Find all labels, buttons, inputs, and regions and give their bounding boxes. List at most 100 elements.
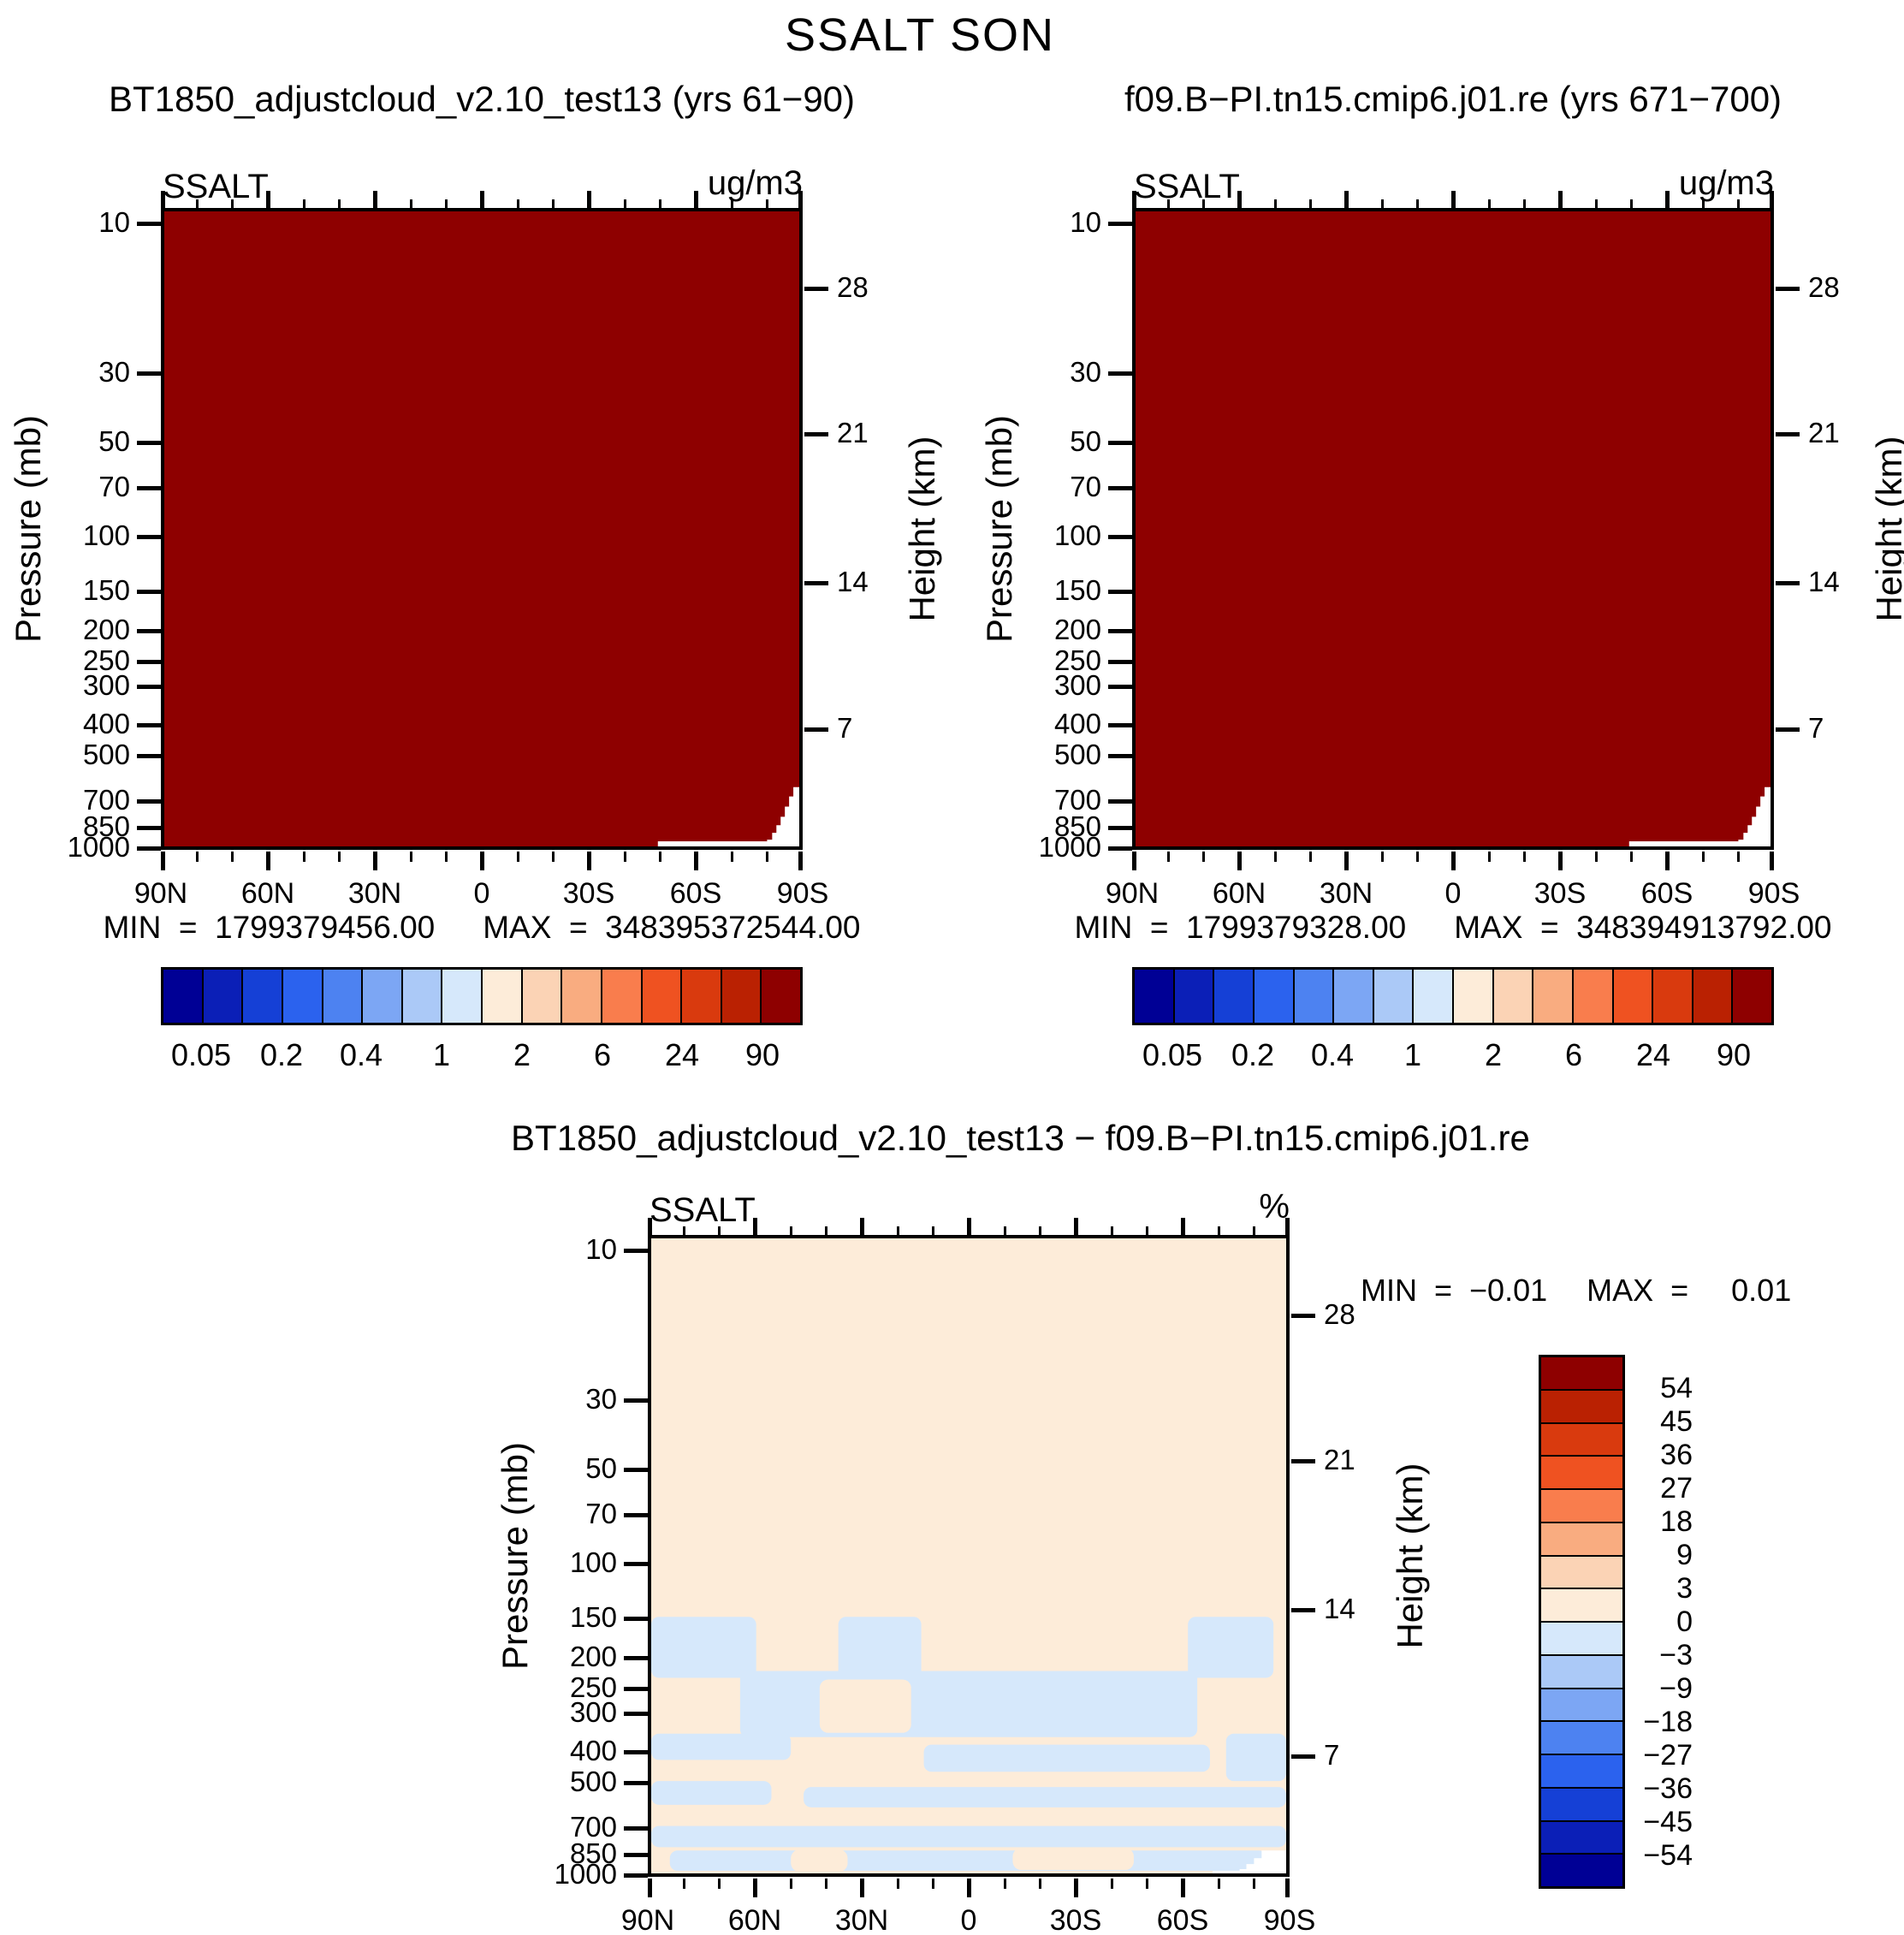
colorbar-cell bbox=[402, 970, 443, 1023]
x-axis-tick bbox=[798, 191, 803, 208]
height-tick-label: 14 bbox=[837, 566, 869, 597]
height-tick bbox=[1776, 432, 1800, 436]
colorbar-tick-label: 0.2 bbox=[259, 1037, 304, 1072]
x-axis-tick bbox=[1111, 1879, 1113, 1889]
x-axis-tick bbox=[718, 1879, 721, 1889]
x-axis-tick bbox=[1202, 852, 1205, 862]
min-value-text: MIN = 1799379456.00 bbox=[103, 910, 436, 945]
x-axis-tick bbox=[1146, 1879, 1148, 1889]
lat-tick-label: 30S bbox=[562, 877, 615, 910]
panel-title-case1: BT1850_adjustcloud_v2.10_test13 (yrs 61−… bbox=[108, 79, 856, 119]
legend-cell bbox=[1541, 1357, 1622, 1391]
x-axis-tick bbox=[266, 852, 270, 870]
pressure-tick bbox=[137, 371, 161, 376]
x-axis-tick bbox=[718, 1226, 721, 1235]
colorbar-tick-label: 0.05 bbox=[1142, 1037, 1203, 1072]
x-axis-tick bbox=[161, 852, 165, 870]
field-fill bbox=[651, 1238, 1286, 1873]
pressure-tick-label: 70 bbox=[585, 1498, 617, 1529]
x-axis-tick bbox=[1074, 1218, 1078, 1235]
legend-tick-label: 3 bbox=[1676, 1572, 1693, 1605]
x-axis-tick bbox=[1218, 1226, 1220, 1235]
pressure-tick-label: 1000 bbox=[554, 1858, 617, 1890]
pressure-tick bbox=[624, 1873, 648, 1878]
x-axis-tick bbox=[1381, 199, 1384, 208]
pressure-tick-label: 500 bbox=[82, 739, 130, 770]
x-axis-tick bbox=[1111, 1226, 1113, 1235]
field-fill bbox=[164, 211, 799, 846]
lat-tick-label: 30N bbox=[834, 1904, 889, 1935]
x-axis-tick bbox=[1770, 191, 1774, 208]
pressure-tick-label: 850 bbox=[1053, 810, 1101, 842]
legend-cell bbox=[1541, 1821, 1622, 1855]
colorbar-tick-label: 90 bbox=[744, 1037, 780, 1072]
x-axis-tick bbox=[1039, 1226, 1041, 1235]
colorbar-tick-label: 24 bbox=[664, 1037, 700, 1072]
x-axis-tick bbox=[1523, 852, 1526, 862]
x-axis-tick bbox=[1488, 199, 1491, 208]
x-axis-tick bbox=[373, 191, 377, 208]
x-axis-tick bbox=[1558, 852, 1563, 870]
colorbar-cell bbox=[243, 970, 283, 1023]
lat-tick-label: 90N bbox=[133, 877, 188, 910]
x-axis-tick bbox=[552, 199, 555, 208]
colorbar-tick-label: 6 bbox=[1564, 1037, 1583, 1072]
height-axis-title: Height (km) bbox=[1390, 1463, 1430, 1649]
x-axis-tick bbox=[1253, 1879, 1255, 1889]
x-axis-tick bbox=[1285, 1218, 1290, 1235]
x-axis-tick bbox=[1202, 199, 1205, 208]
height-tick-label: 21 bbox=[1324, 1444, 1355, 1475]
x-axis-tick bbox=[648, 1218, 652, 1235]
pressure-tick-label: 300 bbox=[569, 1696, 617, 1728]
pressure-tick-label: 10 bbox=[98, 206, 130, 238]
colorbar-cell bbox=[1493, 970, 1534, 1023]
x-axis-tick bbox=[1074, 1879, 1078, 1897]
x-axis-tick bbox=[266, 191, 270, 208]
pressure-tick bbox=[624, 1853, 648, 1857]
x-axis-tick bbox=[694, 191, 698, 208]
pressure-tick-label: 700 bbox=[82, 784, 130, 816]
x-axis-tick bbox=[1488, 852, 1491, 862]
legend-tick-label: 45 bbox=[1660, 1405, 1693, 1438]
difference-legend bbox=[1539, 1355, 1625, 1889]
x-axis-tick bbox=[932, 1879, 934, 1889]
lat-tick-label: 30N bbox=[347, 877, 402, 910]
x-axis-tick bbox=[196, 852, 199, 862]
x-axis-tick bbox=[1253, 1226, 1255, 1235]
height-tick-label: 28 bbox=[1324, 1298, 1355, 1330]
lat-tick-label: 30N bbox=[1319, 877, 1373, 910]
pressure-tick-label: 10 bbox=[1070, 206, 1101, 238]
surface-sliver bbox=[1212, 1871, 1242, 1873]
x-axis-tick bbox=[480, 852, 484, 870]
colorbar-tick-label: 2 bbox=[1484, 1037, 1503, 1072]
pressure-tick-label: 30 bbox=[98, 356, 130, 388]
x-axis-tick bbox=[1344, 852, 1349, 870]
x-axis-tick bbox=[731, 199, 733, 208]
surface-sliver bbox=[657, 841, 768, 846]
x-axis-tick bbox=[1132, 191, 1136, 208]
pressure-tick-label: 250 bbox=[82, 644, 130, 676]
lat-tick-label: 0 bbox=[960, 1904, 977, 1935]
height-axis-title: Height (km) bbox=[902, 436, 942, 622]
height-axis-title: Height (km) bbox=[1869, 436, 1904, 622]
x-axis-tick bbox=[766, 199, 768, 208]
surface-sliver bbox=[1628, 841, 1740, 846]
colorbar-cell bbox=[642, 970, 683, 1023]
x-axis-tick bbox=[410, 852, 412, 862]
stats-line: MIN = −0.01 MAX = 0.01 bbox=[1361, 1273, 1791, 1309]
lat-tick-label: 30S bbox=[1049, 1904, 1102, 1935]
lat-tick-label: 0 bbox=[1444, 877, 1462, 910]
legend-cell bbox=[1541, 1623, 1622, 1656]
plot-area-case2 bbox=[1132, 208, 1774, 850]
lat-tick-label: 60S bbox=[1156, 1904, 1209, 1935]
height-tick-label: 7 bbox=[837, 712, 853, 744]
x-axis-tick bbox=[410, 199, 412, 208]
legend-tick-label: 27 bbox=[1660, 1472, 1693, 1505]
colorbar-tick-label: 0.4 bbox=[339, 1037, 383, 1072]
figure-title: SSALT SON bbox=[784, 9, 1056, 61]
pressure-tick bbox=[624, 1750, 648, 1754]
lat-tick-label: 60S bbox=[669, 877, 722, 910]
x-axis-tick bbox=[1416, 199, 1419, 208]
height-tick bbox=[804, 727, 828, 732]
colorbar-cell bbox=[1334, 970, 1374, 1023]
